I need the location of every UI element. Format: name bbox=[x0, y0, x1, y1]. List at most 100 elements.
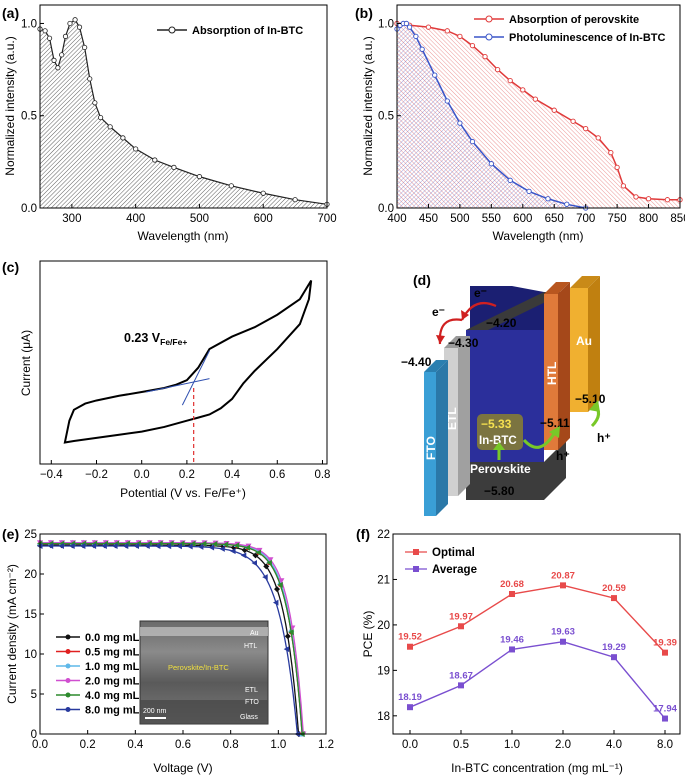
jv-point-5 bbox=[112, 543, 118, 550]
absorption-inbtc-area bbox=[40, 19, 327, 208]
cv-tangent-rise bbox=[181, 350, 210, 406]
panel-e-ylabel: Current density (mA cm⁻²) bbox=[5, 564, 19, 704]
absorption-perovskite-point bbox=[595, 135, 601, 141]
legend-marker-4 bbox=[65, 692, 71, 698]
xtick-label: 0.0 bbox=[32, 739, 48, 751]
pce-label-optimal: 19.97 bbox=[449, 611, 473, 622]
pce-label-optimal: 19.52 bbox=[398, 632, 422, 643]
xtick-label: 1.2 bbox=[318, 739, 334, 751]
fto-block bbox=[424, 372, 436, 516]
absorption-perovskite-point bbox=[457, 33, 463, 40]
au-top bbox=[570, 276, 600, 288]
xtick-label: 400 bbox=[387, 213, 406, 225]
absorption-perovskite-point bbox=[520, 87, 526, 93]
panel-f-ylabel: PCE (%) bbox=[361, 611, 375, 658]
panel-c-xticks: −0.4 −0.2 0.0 0.2 0.4 0.6 0.8 bbox=[40, 460, 330, 481]
xtick-label: 500 bbox=[450, 213, 469, 225]
jv-point-5 bbox=[251, 560, 257, 567]
etl-top bbox=[444, 336, 470, 348]
onset-annotation: 0.23 VFe/Fe+ bbox=[124, 331, 187, 347]
panel-a-label: (a) bbox=[2, 5, 19, 21]
absorption-inbtc-point bbox=[260, 190, 266, 196]
etl-side bbox=[458, 336, 470, 496]
absorption-inbtc-point bbox=[72, 17, 78, 23]
au-level: −5.10 bbox=[575, 392, 606, 406]
fto-level: −4.40 bbox=[401, 355, 432, 369]
absorption-inbtc-point bbox=[133, 146, 139, 152]
absorption-inbtc-point bbox=[120, 135, 126, 141]
htl-side bbox=[558, 282, 570, 450]
hole-arrow-2 bbox=[522, 431, 557, 449]
pce-point-average bbox=[458, 682, 464, 689]
jv-point-5 bbox=[283, 646, 290, 653]
sem-fto-label: FTO bbox=[245, 699, 259, 706]
pl-inbtc-point bbox=[413, 33, 419, 40]
jv-point-5 bbox=[79, 543, 86, 550]
absorption-perovskite-point bbox=[532, 96, 539, 102]
pl-inbtc-point bbox=[564, 201, 570, 207]
legend-label-2: 1.0 mg mL⁻¹ bbox=[85, 661, 149, 673]
ytick-label: 19 bbox=[377, 665, 390, 677]
legend-label-0: 0.0 mg mL⁻¹ bbox=[85, 632, 149, 644]
absorption-perovskite-point bbox=[614, 164, 620, 171]
sem-au-label: Au bbox=[250, 630, 259, 637]
jv-point-4 bbox=[124, 540, 130, 547]
pce-point-optimal bbox=[560, 582, 566, 589]
absorption-inbtc-point bbox=[59, 52, 65, 58]
jv-point-4 bbox=[255, 549, 261, 556]
panel-a-legend: Absorption of In-BTC bbox=[157, 25, 303, 37]
ytick-label: 0.0 bbox=[21, 203, 37, 215]
jv-point-5 bbox=[133, 543, 140, 550]
pl-inbtc-point bbox=[488, 161, 494, 167]
legend-marker-3 bbox=[65, 678, 71, 683]
panel-d-label: (d) bbox=[413, 272, 431, 288]
jv-point-3 bbox=[267, 557, 274, 563]
ytick-label: 5 bbox=[31, 689, 37, 701]
xtick-label: 1.0 bbox=[270, 739, 286, 751]
absorption-inbtc-point bbox=[196, 174, 203, 180]
xtick-label: 2.0 bbox=[555, 739, 571, 751]
legend-marker-0 bbox=[65, 634, 71, 640]
pce-line-optimal bbox=[409, 584, 666, 654]
ytick-label: 21 bbox=[377, 574, 390, 586]
jv-point-5 bbox=[262, 574, 268, 581]
jv-point-4 bbox=[211, 541, 218, 548]
xtick-label: 0.0 bbox=[402, 739, 418, 751]
pce-label-optimal: 20.68 bbox=[500, 579, 524, 590]
pce-point-optimal bbox=[407, 643, 413, 650]
etl-label: ETL bbox=[445, 407, 459, 430]
absorption-inbtc-point bbox=[228, 183, 234, 189]
absorption-perovskite-point bbox=[507, 78, 513, 84]
panel-b-markers bbox=[394, 20, 683, 211]
ytick-label: 0.5 bbox=[21, 111, 37, 123]
panel-d: (d) Perovskite HTL Au ETL FTO −5.33 In-B… bbox=[401, 272, 611, 516]
jv-point-5 bbox=[176, 543, 182, 550]
perovskite-label: Perovskite bbox=[470, 462, 531, 476]
sem-etl-label: ETL bbox=[245, 687, 258, 694]
xtick-label: 550 bbox=[482, 213, 501, 225]
panel-b-yticks: 0.0 0.5 1.0 bbox=[378, 18, 401, 215]
sem-inset: Au HTL Perovskite/In-BTC ETL FTO Glass 2… bbox=[139, 620, 269, 725]
panel-f-frame bbox=[392, 533, 681, 735]
xtick-label: 600 bbox=[513, 213, 532, 225]
xtick-label: 0.4 bbox=[224, 469, 241, 481]
fto-top bbox=[424, 360, 448, 372]
absorption-perovskite-point bbox=[664, 197, 671, 203]
pce-label-average: 18.19 bbox=[398, 692, 422, 703]
panel-f-yticks: 18 19 20 21 22 bbox=[377, 529, 397, 723]
pce-label-optimal: 20.59 bbox=[602, 583, 626, 594]
pl-inbtc-point bbox=[432, 72, 438, 78]
pl-inbtc-point bbox=[469, 138, 476, 145]
panel-c-ylabel: Current (μA) bbox=[19, 330, 33, 396]
legend-absorption-perovskite: Absorption of perovskite bbox=[509, 14, 639, 26]
jv-point-4 bbox=[233, 542, 240, 549]
pce-series: 19.52 19.97 20.68 20.87 20.59 19.39 18.19 18.67… bbox=[398, 570, 678, 722]
absorption-inbtc-point bbox=[87, 76, 93, 82]
sem-glass-label: Glass bbox=[240, 714, 258, 721]
perovskite-top bbox=[466, 292, 566, 330]
jv-point-5 bbox=[272, 599, 279, 606]
xtick-label: 0.8 bbox=[223, 739, 239, 751]
ytick-label: 20 bbox=[24, 569, 37, 581]
cv-tangent-baseline bbox=[146, 378, 210, 393]
